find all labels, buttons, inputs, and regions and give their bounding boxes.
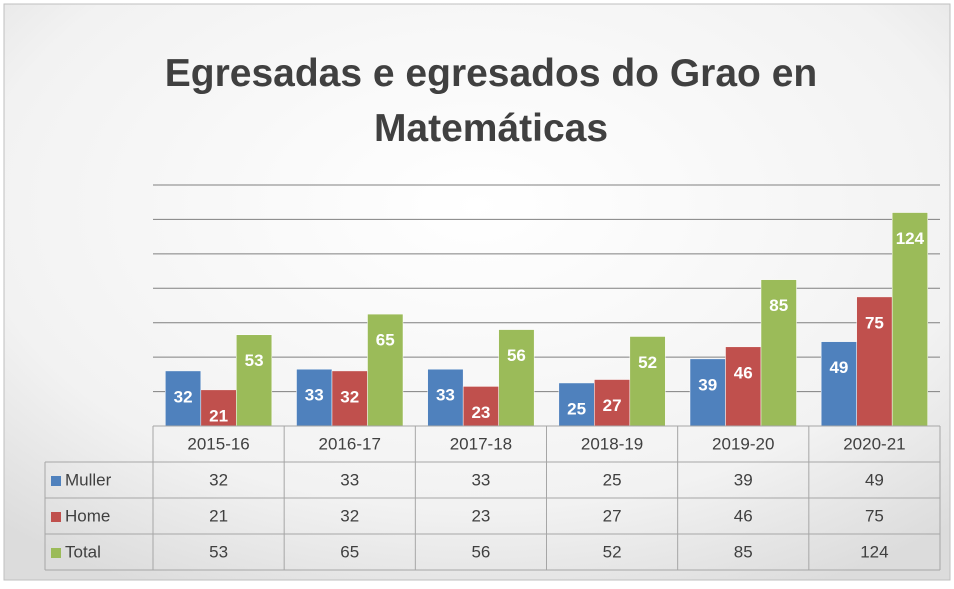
data-label: 23 (471, 403, 490, 422)
legend-label: Home (65, 506, 110, 525)
chart-title: Egresadas e egresados do Grao en Matemáti… (165, 52, 817, 150)
data-label: 39 (698, 375, 717, 394)
table-cell: 124 (860, 542, 888, 561)
data-label: 124 (896, 229, 925, 248)
data-label: 46 (734, 363, 753, 382)
data-label: 21 (209, 406, 228, 425)
legend-swatch (51, 512, 61, 522)
table-cell: 56 (471, 542, 490, 561)
legend-label: Muller (65, 470, 112, 489)
data-label: 27 (603, 396, 622, 415)
data-label: 56 (507, 346, 526, 365)
bar (856, 296, 893, 427)
bar (200, 389, 237, 427)
bar (558, 382, 595, 427)
table-cell: 39 (734, 470, 753, 489)
table-cell: 23 (471, 506, 490, 525)
table-cell: 65 (340, 542, 359, 561)
legend-swatch (51, 476, 61, 486)
table-cell: 53 (209, 542, 228, 561)
table-cell: 49 (865, 470, 884, 489)
bar (820, 341, 857, 427)
bar (367, 313, 404, 427)
x-tick-label: 2020-21 (843, 434, 905, 453)
data-label: 32 (340, 387, 359, 406)
table-cell: 46 (734, 506, 753, 525)
x-tick-label: 2019-20 (712, 434, 774, 453)
table-cell: 27 (603, 506, 622, 525)
bar (462, 386, 499, 427)
data-label: 85 (769, 296, 788, 315)
table-cell: 33 (340, 470, 359, 489)
bar (236, 334, 273, 427)
bar (689, 358, 726, 427)
legend-swatch (51, 548, 61, 558)
table-cell: 25 (603, 470, 622, 489)
data-label: 49 (829, 358, 848, 377)
bar (331, 370, 368, 427)
data-label: 32 (174, 387, 193, 406)
data-label: 33 (436, 386, 455, 405)
table-cell: 75 (865, 506, 884, 525)
data-label: 53 (245, 351, 264, 370)
x-tick-label: 2015-16 (187, 434, 249, 453)
x-tick-label: 2016-17 (319, 434, 381, 453)
table-cell: 21 (209, 506, 228, 525)
data-label: 65 (376, 331, 395, 350)
data-label: 52 (638, 353, 657, 372)
table-cell: 32 (340, 506, 359, 525)
bar (629, 336, 666, 427)
x-tick-label: 2018-19 (581, 434, 643, 453)
data-label: 75 (865, 313, 884, 332)
table-cell: 85 (734, 542, 753, 561)
bar (498, 329, 535, 427)
bar (594, 379, 631, 427)
legend-label: Total (65, 542, 101, 561)
data-label: 25 (567, 399, 586, 418)
table-cell: 32 (209, 470, 228, 489)
data-label: 33 (305, 386, 324, 405)
x-tick-label: 2017-18 (450, 434, 512, 453)
table-cell: 33 (471, 470, 490, 489)
bar (296, 368, 333, 427)
table-cell: 52 (603, 542, 622, 561)
bar (725, 346, 762, 427)
